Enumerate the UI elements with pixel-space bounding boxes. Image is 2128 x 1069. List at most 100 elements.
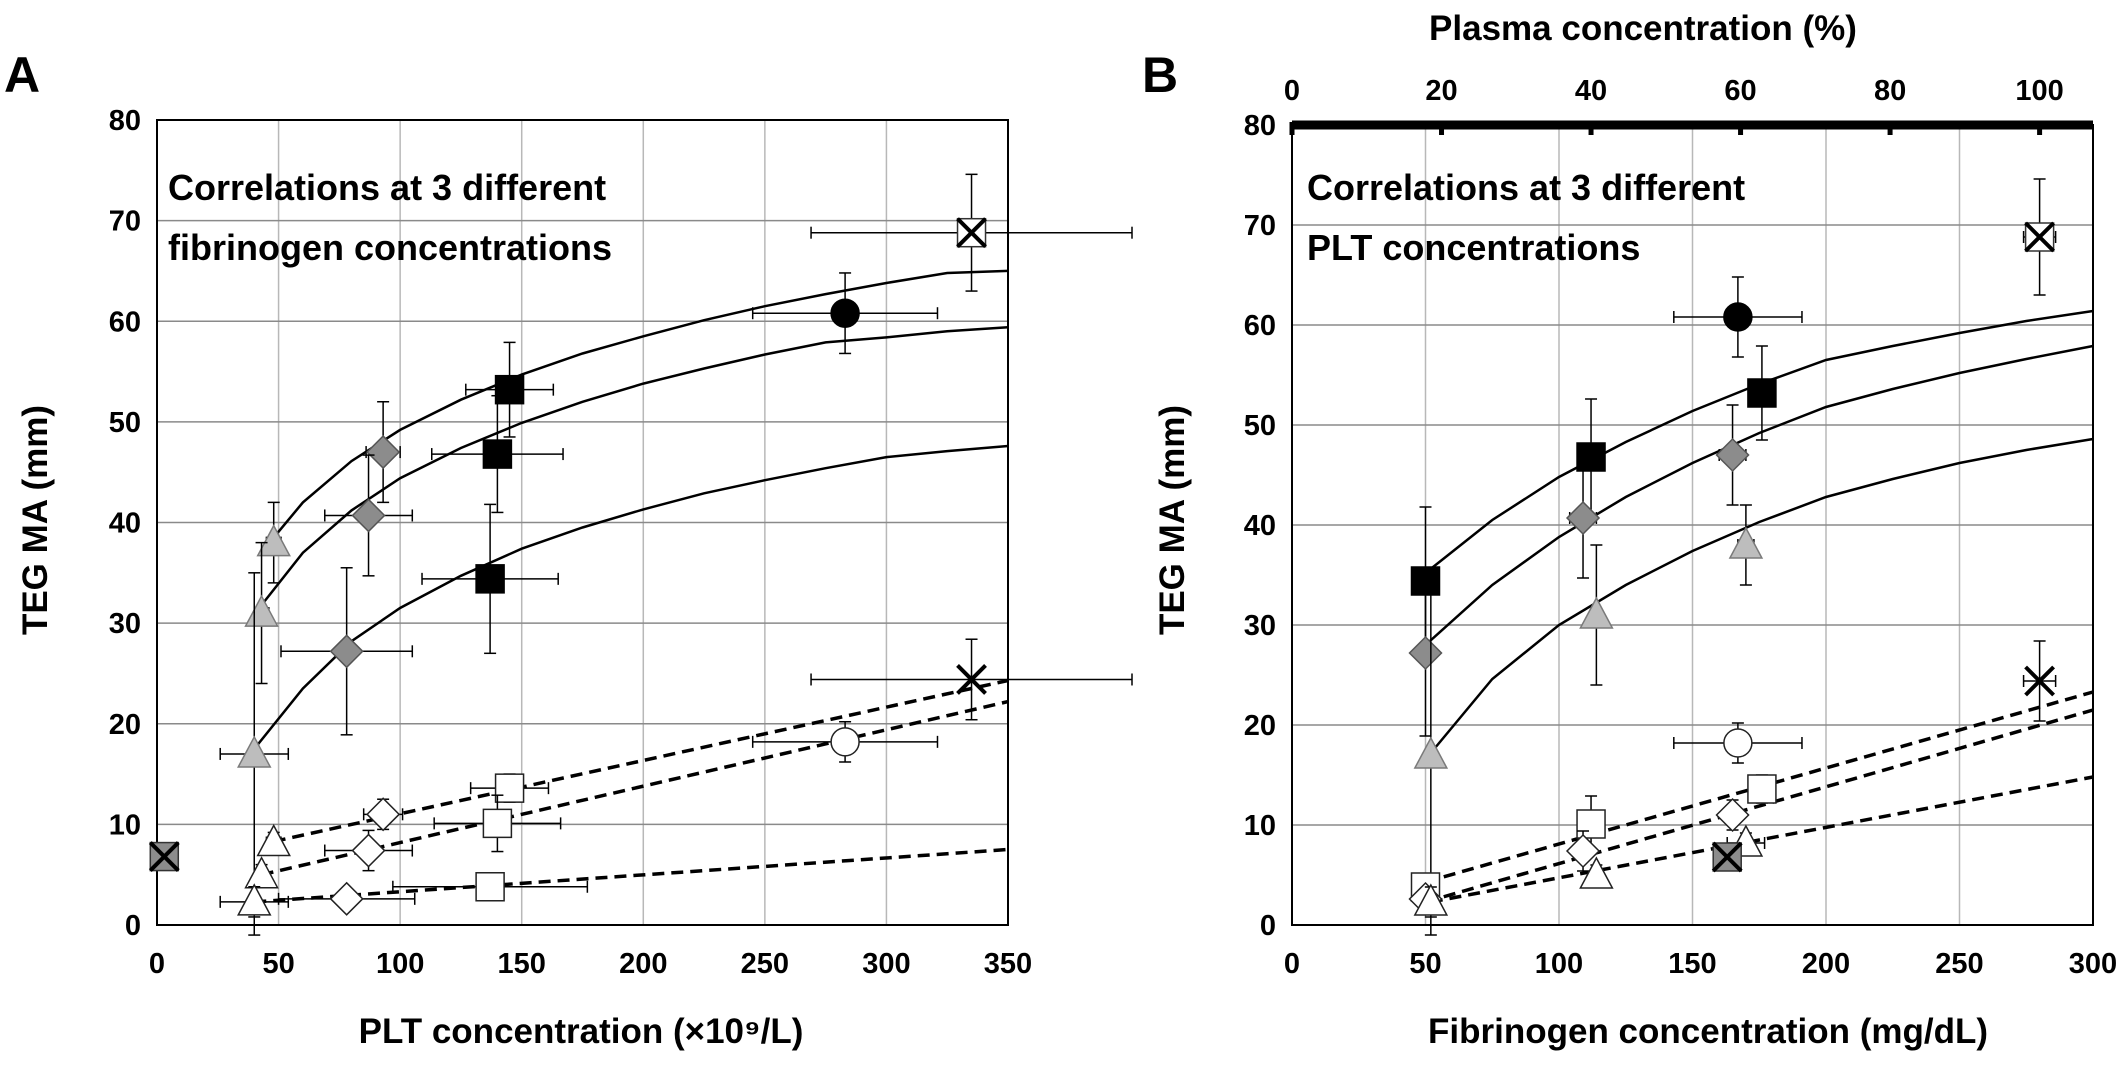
panel-b-y-tick-label: 80 bbox=[1244, 110, 1276, 142]
panel-a-solid-fit-line bbox=[253, 444, 1009, 750]
panel-a-y-tick-label: 80 bbox=[109, 105, 141, 137]
panel-a-y-axis-title: TEG MA (mm) bbox=[16, 405, 55, 635]
panel-a-x-ticks: 0 50 100 150 200 250 300 350 bbox=[149, 948, 1032, 980]
panel-b-point-square-x bbox=[1711, 841, 1743, 873]
panel-b-point-circle bbox=[1673, 722, 1803, 764]
panel-b-y-tick-label: 30 bbox=[1244, 610, 1276, 642]
panel-b-marker-square bbox=[1576, 442, 1606, 472]
panel-a-marker-triangle bbox=[244, 856, 279, 889]
panel-a-point-square bbox=[465, 341, 555, 438]
panel-a-y-tick-label: 60 bbox=[109, 306, 141, 338]
panel-a-point-diamond bbox=[277, 881, 416, 916]
panel-a-x-tick-label: 300 bbox=[862, 948, 910, 980]
panel-b-top-axis: 0 20 40 60 80 100 bbox=[1284, 75, 2093, 135]
panel-a-point-diamond bbox=[324, 454, 414, 577]
panel-a-point-triangle bbox=[244, 856, 279, 889]
panel-b-solid-fit-line bbox=[1424, 344, 2094, 646]
panel-b-annotation-line-1: Correlations at 3 different bbox=[1307, 167, 1745, 208]
panel-b-y-tick-label: 20 bbox=[1244, 710, 1276, 742]
panel-b-point-triangle bbox=[1579, 544, 1614, 686]
panel-b-marker-square bbox=[1576, 809, 1606, 839]
panel-b-point-triangle bbox=[1579, 856, 1614, 889]
panel-b-marker-diamond bbox=[1715, 437, 1750, 473]
panel-b-y-tick-label: 40 bbox=[1244, 510, 1276, 542]
panel-b-top-axis-tick-label: 20 bbox=[1425, 75, 1457, 107]
panel-a-dashed-fit-line bbox=[254, 847, 1009, 904]
panel-a-y-tick-label: 20 bbox=[109, 709, 141, 741]
panel-a-point-square bbox=[469, 773, 550, 803]
panel-b-point-square-x bbox=[2022, 178, 2057, 296]
panel-b-x-ticks: 0 50 100 150 200 250 300 bbox=[1284, 948, 2117, 980]
panel-b-point-circle bbox=[1673, 276, 1803, 358]
panel-b-x-tick-label: 150 bbox=[1668, 948, 1716, 980]
panel-a-points bbox=[148, 173, 1133, 936]
panel-a-marker-circle bbox=[830, 727, 860, 757]
panel-b-x-tick-label: 100 bbox=[1535, 948, 1583, 980]
panel-a-point-diamond bbox=[362, 797, 404, 832]
panel-b-marker-x-stroke bbox=[1711, 841, 1743, 873]
panel-b-marker-square bbox=[1747, 378, 1777, 408]
panel-a-marker-triangle bbox=[244, 594, 279, 627]
panel-b-marker-triangle bbox=[1728, 526, 1764, 559]
panel-a-solid-fit-line bbox=[272, 269, 1009, 539]
panel-a-point-x bbox=[810, 638, 1133, 721]
panel-a-x-tick-label: 150 bbox=[498, 948, 546, 980]
panel-a-marker-diamond bbox=[329, 634, 364, 669]
panel-a-curves bbox=[253, 269, 1009, 904]
panel-b-y-tick-label: 70 bbox=[1244, 210, 1276, 242]
panel-b-marker-circle bbox=[1723, 728, 1753, 758]
panel-a-marker-diamond bbox=[351, 833, 386, 868]
panel-a-marker-diamond bbox=[329, 881, 364, 916]
panel-b-point-x bbox=[2022, 640, 2057, 722]
panel-b-point-square bbox=[1576, 398, 1606, 516]
panel-a-point-triangle bbox=[244, 541, 279, 685]
panel-a-x-tick-label: 200 bbox=[619, 948, 667, 980]
panel-a-point-square bbox=[421, 503, 559, 655]
panel-a-y-tick-label: 70 bbox=[109, 206, 141, 238]
panel-a-y-ticks: 0 10 20 30 40 50 60 70 80 bbox=[109, 105, 141, 942]
panel-b-solid-fit-line bbox=[1424, 309, 2094, 574]
panel-b-solid-fit-line bbox=[1429, 437, 2094, 754]
panel-b-points bbox=[1408, 178, 2057, 936]
panel-a-x-tick-label: 100 bbox=[376, 948, 424, 980]
panel-b-y-axis-title: TEG MA (mm) bbox=[1153, 405, 1192, 635]
panel-b-point-diamond bbox=[1565, 830, 1601, 872]
panel-b-marker-x-stroke bbox=[2024, 221, 2056, 253]
panel-a-marker-triangle bbox=[237, 883, 272, 916]
panel-b-top-axis-tick-label: 0 bbox=[1284, 75, 1300, 107]
panel-b-point-diamond bbox=[1565, 457, 1601, 579]
panel-b-dashed-fit-line bbox=[1430, 775, 2094, 904]
panel-a-point-square-x bbox=[810, 173, 1133, 292]
panel-a-point-circle bbox=[751, 272, 939, 355]
panel-b-y-ticks: 0 10 20 30 40 50 60 70 80 bbox=[1244, 110, 1276, 942]
panel-b-y-tick-label: 60 bbox=[1244, 310, 1276, 342]
panel-a-marker-square bbox=[494, 773, 525, 803]
panel-b-x-axis-title: Fibrinogen concentration (mg/dL) bbox=[1428, 1012, 1988, 1051]
panel-b-point-triangle bbox=[1413, 883, 1449, 918]
panel-a-marker-triangle bbox=[237, 735, 272, 768]
panel-a-y-tick-label: 50 bbox=[109, 407, 141, 439]
panel-b-marker-diamond bbox=[1408, 635, 1443, 671]
panel-a-marker-circle bbox=[830, 298, 860, 328]
panel-b-x-tick-label: 200 bbox=[1802, 948, 1850, 980]
panel-a-marker-x-stroke bbox=[956, 217, 987, 249]
panel-b-marker-x-stroke bbox=[2024, 665, 2056, 697]
panel-b-point-square bbox=[1747, 774, 1777, 804]
panel-a-annotation-line-1: Correlations at 3 different bbox=[168, 167, 606, 208]
panel-a: A 0 50 100 150 200 250 300 350 0 10 20 30 40 50 60 70 8… bbox=[4, 47, 1133, 1051]
panel-b-marker-triangle bbox=[1579, 596, 1614, 629]
panel-a-x-tick-label: 50 bbox=[262, 948, 294, 980]
panel-b-top-axis-tick-label: 80 bbox=[1874, 75, 1906, 107]
panel-b-point-triangle bbox=[1728, 504, 1764, 586]
panel-a-marker-square bbox=[494, 374, 525, 405]
panel-a-marker-diamond bbox=[351, 498, 386, 533]
panel-b-marker-diamond bbox=[1565, 833, 1601, 869]
panel-b-top-axis-title: Plasma concentration (%) bbox=[1429, 9, 1857, 48]
panel-b-x-tick-label: 50 bbox=[1409, 948, 1441, 980]
panel-b-dashed-fit-line bbox=[1425, 708, 2094, 904]
panel-b-marker-square bbox=[1747, 774, 1777, 804]
panel-a-y-tick-label: 40 bbox=[109, 508, 141, 540]
panel-a-plot-area bbox=[156, 119, 1009, 926]
